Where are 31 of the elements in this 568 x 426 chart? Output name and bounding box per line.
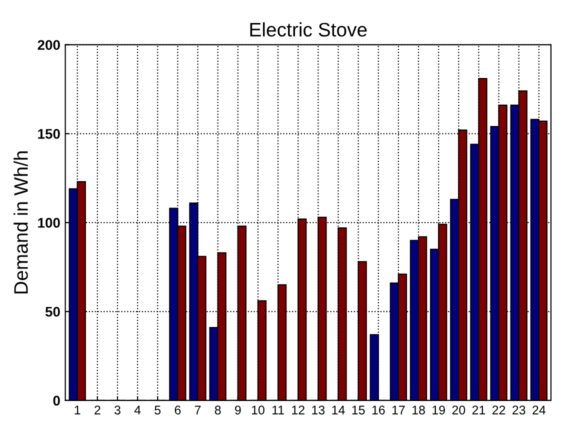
- x-tick-label: 9: [235, 406, 241, 414]
- x-tick-label: 24: [532, 406, 546, 414]
- x-tick-label: 22: [492, 406, 506, 414]
- x-tick-label: 5: [154, 406, 161, 414]
- y-tick-label: 50: [45, 306, 60, 317]
- chart-title: Electric Stove: [250, 22, 367, 37]
- x-tick-label: 23: [512, 406, 526, 414]
- x-tick-label: 12: [292, 406, 304, 414]
- x-tick-label: 13: [312, 406, 325, 414]
- x-tick-label: 21: [472, 406, 486, 414]
- x-tick-label: 19: [432, 406, 445, 414]
- x-tick-label: 14: [332, 406, 345, 414]
- x-tick-label: 20: [452, 406, 466, 414]
- x-tick-label: 16: [372, 406, 385, 414]
- x-tick-label: 1: [74, 406, 80, 414]
- x-tick-label: 11: [272, 406, 284, 414]
- x-tick-label: 10: [252, 406, 264, 414]
- y-tick-label: 200: [38, 40, 60, 50]
- x-tick-label: 4: [134, 406, 141, 414]
- y-tick-label: 100: [38, 218, 60, 228]
- x-tick-label: 2: [94, 406, 100, 414]
- x-tick-label: 17: [392, 406, 405, 414]
- x-tick-label: 6: [174, 406, 181, 414]
- y-tick-label: 150: [38, 128, 60, 139]
- x-tick-label: 7: [194, 406, 201, 414]
- x-tick-label: 3: [114, 406, 120, 414]
- x-tick-label: 8: [214, 406, 221, 414]
- y-axis-title: Demand in Wh/h: [14, 151, 28, 294]
- y-tick-label: 0: [53, 396, 60, 406]
- x-tick-label: 15: [352, 406, 365, 414]
- x-tick-label: 18: [412, 406, 425, 414]
